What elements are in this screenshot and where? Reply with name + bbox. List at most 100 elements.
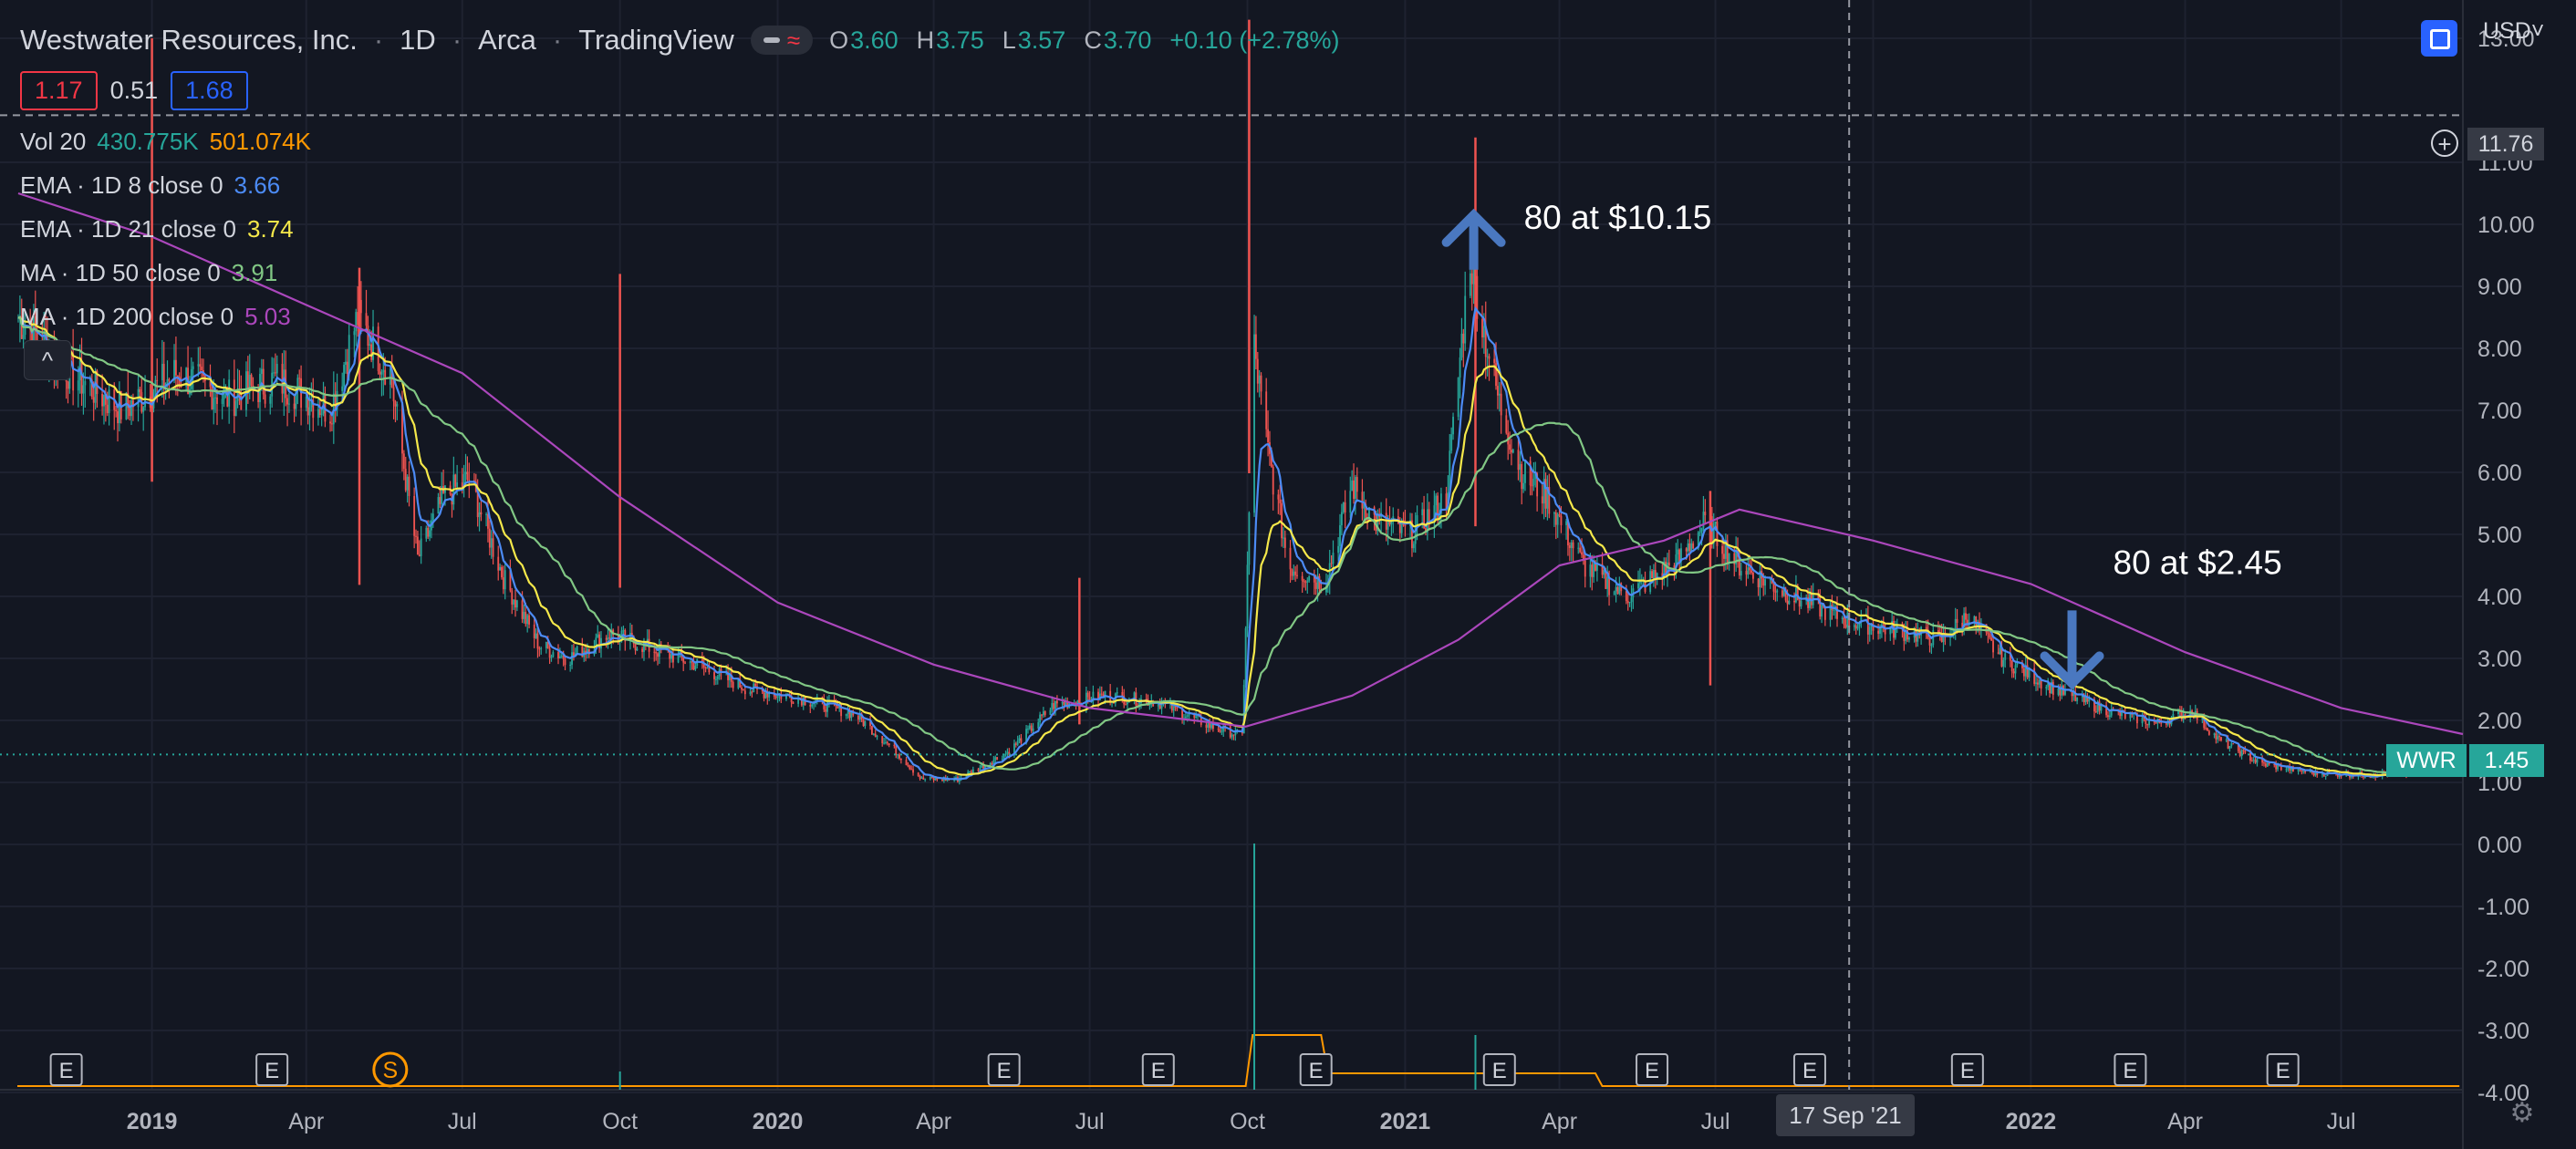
candle-body: [521, 600, 524, 619]
candle-body: [981, 764, 983, 768]
candle-body: [2124, 712, 2126, 719]
candle-body: [1004, 753, 1007, 755]
candle-body: [994, 757, 997, 761]
candle-body: [90, 379, 93, 398]
candle-body: [1901, 624, 1904, 630]
candle-body: [1940, 633, 1943, 642]
add-order-icon[interactable]: +: [2431, 129, 2458, 157]
candle-body: [1426, 509, 1428, 533]
last-price-label: 1.45: [2469, 744, 2544, 777]
candle-body: [2314, 771, 2317, 776]
candle-body: [1061, 702, 1064, 704]
candle-body: [548, 648, 551, 658]
candle-body: [571, 652, 573, 665]
y-tick-label: 3.00: [2477, 647, 2522, 672]
candle-body: [2285, 769, 2288, 771]
candle-body: [1856, 626, 1859, 629]
earnings-event-label: E: [1309, 1059, 1324, 1083]
candle-body: [306, 396, 309, 416]
sell-box[interactable]: 1.17: [20, 71, 98, 110]
candle-body: [2177, 710, 2179, 714]
buy-box[interactable]: 1.68: [171, 71, 248, 110]
candle-body: [2071, 689, 2073, 697]
candle-body: [2249, 752, 2251, 761]
legend-volume[interactable]: Vol 20 430.775K 501.074K: [20, 128, 311, 155]
candle-body: [1702, 512, 1705, 528]
candle-body: [576, 646, 578, 654]
candle-body: [546, 641, 549, 649]
candle-body: [2220, 737, 2222, 740]
candle-body: [1459, 357, 1461, 378]
x-tick-label: 2019: [127, 1109, 178, 1134]
candle-body: [1615, 586, 1617, 592]
candle-body: [1470, 273, 1473, 285]
candle-body: [1728, 553, 1730, 564]
candle-body: [1361, 492, 1364, 509]
symbol-title[interactable]: Westwater Resources, Inc.: [20, 24, 358, 56]
candle-body: [653, 651, 656, 653]
candle-body: [1579, 547, 1582, 553]
candle-body: [1762, 578, 1765, 586]
candle-body: [833, 700, 836, 704]
candle-body: [2215, 733, 2218, 740]
candle-body: [1560, 515, 1563, 525]
fullscreen-icon[interactable]: [2421, 20, 2457, 57]
candle-body: [401, 404, 403, 454]
candle-body: [1594, 562, 1596, 571]
candle-body: [168, 378, 171, 381]
earnings-event-label: E: [1492, 1059, 1507, 1083]
candle-body: [1205, 724, 1208, 729]
candle-body: [971, 771, 972, 774]
candle-body: [2021, 663, 2023, 668]
symbol-badge: WWR: [2386, 744, 2467, 777]
candle-body: [1037, 722, 1040, 729]
candle-body: [370, 344, 373, 360]
candle-body: [545, 641, 547, 648]
candle-body: [1283, 537, 1286, 548]
candle-body: [780, 693, 783, 699]
candle-body: [142, 407, 145, 412]
candle-body: [355, 312, 358, 332]
candle-body: [1339, 524, 1341, 546]
legend-ema8[interactable]: EMA · 1D 8 close 0 3.66: [20, 171, 281, 199]
candle-body: [1030, 725, 1033, 731]
candle-body: [2304, 771, 2307, 773]
visibility-toggle[interactable]: ≈: [750, 26, 814, 55]
candle-body: [462, 473, 465, 488]
candle-body: [487, 513, 489, 529]
candle-body: [1546, 487, 1549, 509]
candle-body: [708, 668, 711, 673]
collapse-legend-button[interactable]: ^: [24, 340, 71, 380]
legend-ma200[interactable]: MA · 1D 200 close 0 5.03: [20, 303, 291, 330]
candle-body: [1332, 553, 1335, 564]
interval-label[interactable]: 1D: [400, 24, 436, 56]
candle-body: [1188, 713, 1190, 716]
candle-body: [1496, 386, 1499, 396]
candle-body: [211, 387, 213, 409]
candle-body: [209, 380, 212, 388]
candle-body: [1457, 377, 1459, 418]
settings-gear-icon[interactable]: ⚙: [2509, 1098, 2535, 1128]
candle-body: [2072, 692, 2075, 697]
candle-body: [909, 765, 911, 770]
legend-ema21[interactable]: EMA · 1D 21 close 0 3.74: [20, 215, 294, 243]
x-tick-label: Jul: [1701, 1109, 1730, 1134]
candle-body: [367, 326, 369, 346]
candle-body: [1771, 579, 1773, 584]
candle-body: [1472, 258, 1475, 285]
candle-body: [1412, 543, 1415, 549]
candle-body: [1229, 726, 1231, 738]
candle-body: [2289, 766, 2291, 771]
candle-body: [1014, 743, 1017, 745]
candle-body: [1667, 562, 1670, 566]
candle-body: [17, 317, 19, 319]
candle-body: [1524, 461, 1526, 483]
candle-body: [919, 776, 921, 779]
candle-body: [2108, 715, 2111, 718]
currency-selector[interactable]: USD˅: [2483, 18, 2545, 44]
candle-body: [320, 413, 323, 416]
legend-ma50[interactable]: MA · 1D 50 close 0 3.91: [20, 259, 278, 286]
candle-body: [1051, 703, 1054, 710]
candle-body: [2135, 712, 2138, 724]
